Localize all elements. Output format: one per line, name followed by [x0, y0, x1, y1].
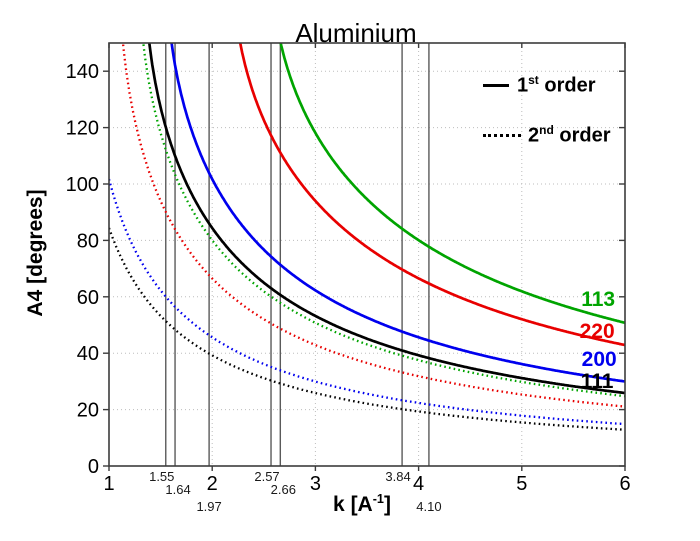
plot-border	[108, 42, 626, 467]
vline-label-3.84: 3.84	[385, 469, 410, 484]
legend-dotted-line-sample	[483, 133, 521, 137]
legend-label-second-order: 2nd order	[528, 122, 611, 147]
y-tick-label: 20	[77, 400, 99, 422]
tick-marks	[103, 43, 626, 471]
x-tick-label: 6	[619, 473, 630, 495]
legend-label-first-order: 1st order	[517, 72, 596, 97]
legend: 1st order 2nd order	[483, 72, 610, 148]
curve-label-113: 113	[581, 288, 615, 311]
x-tick-label: 5	[516, 473, 527, 495]
x-axis-label: k [A-1]	[333, 492, 391, 517]
y-tick-label: 40	[77, 343, 99, 365]
curve-200-order2	[109, 178, 625, 426]
curve-label-200: 200	[582, 348, 617, 371]
vline-label-2.66: 2.66	[271, 482, 296, 497]
curve-113-order1	[279, 43, 625, 325]
curve-220-order1	[238, 43, 625, 347]
y-tick-label: 140	[66, 61, 99, 83]
legend-solid-line-sample	[483, 83, 509, 87]
vline-label-1.97: 1.97	[196, 499, 221, 514]
vline-label-1.55: 1.55	[149, 469, 174, 484]
curve-label-111: 111	[581, 370, 614, 393]
chart-title: Aluminium	[295, 18, 417, 48]
vline-value-labels: 1.551.64 1.97 2.572.66 3.84 4.10	[149, 469, 441, 514]
vline-label-4.10: 4.10	[416, 499, 441, 514]
data-curves	[109, 43, 625, 431]
curve-111-order1	[147, 43, 625, 395]
x-tick-label: 2	[207, 473, 218, 495]
curve-label-220: 220	[580, 320, 615, 343]
y-tick-label: 0	[88, 456, 99, 478]
curve-113-order2	[142, 43, 625, 398]
y-tick-label: 80	[77, 230, 99, 252]
axes-frame	[108, 42, 626, 467]
curve-200-order1	[170, 43, 625, 383]
marker-vlines	[165, 43, 430, 466]
x-axis-label-suffix: ]	[383, 493, 391, 516]
curve-220-order2	[121, 43, 625, 408]
x-tick-label: 1	[103, 473, 114, 495]
x-tick-label: 4	[413, 473, 424, 495]
vline-label-1.64: 1.64	[165, 482, 190, 497]
curve-111-order2	[109, 227, 625, 431]
x-axis-label-text: k [A	[333, 493, 373, 516]
legend-item-first-order: 1st order	[483, 72, 610, 98]
x-tick-label: 3	[310, 473, 321, 495]
y-tick-label: 100	[66, 174, 99, 196]
y-tick-label: 120	[66, 118, 99, 140]
x-axis-label-superscript: -1	[372, 492, 384, 506]
legend-item-second-order: 2nd order	[483, 122, 610, 148]
vline-label-2.57: 2.57	[254, 469, 279, 484]
y-tick-label: 60	[77, 287, 99, 309]
y-axis-label: A4 [degrees]	[24, 189, 47, 317]
